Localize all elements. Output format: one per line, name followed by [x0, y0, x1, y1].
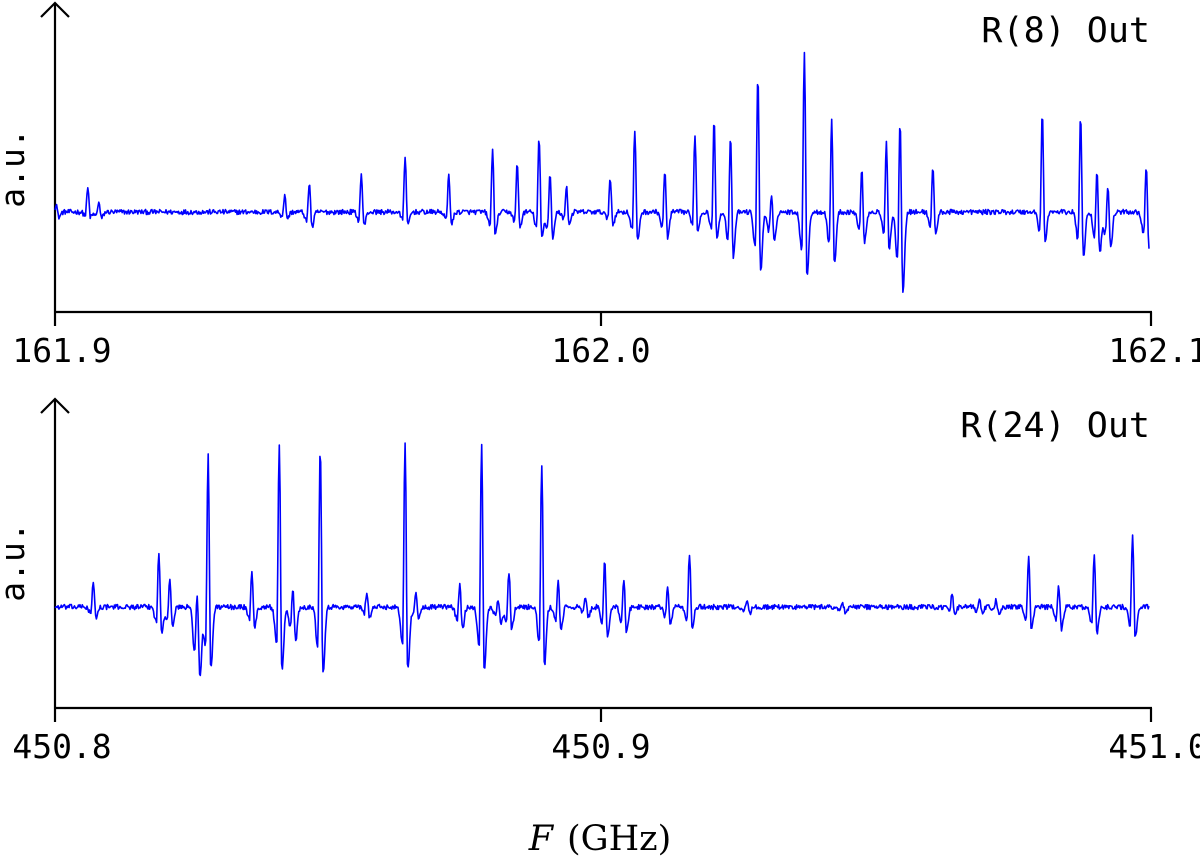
x-tick-label-bottom-0: 450.8 — [12, 727, 111, 766]
x-tick-label-top-2: 162.1 — [1108, 331, 1200, 370]
x-tick-label-top-1: 162.0 — [551, 331, 650, 370]
x-axis-label-unit: (GHz) — [567, 819, 671, 859]
spectrum-trace-r24 — [54, 442, 1150, 677]
x-axis-label-variable: F — [528, 819, 555, 859]
panel-title-bottom: R(24) Out — [960, 406, 1150, 446]
x-axis-label: F (GHz) — [528, 819, 672, 859]
y-axis-label-top: a.u. — [0, 128, 32, 207]
y-axis-label-bottom: a.u. — [0, 522, 32, 601]
x-tick-label-bottom-2: 451.0 — [1108, 727, 1200, 766]
x-tick-label-bottom-1: 450.9 — [551, 727, 650, 766]
panel-r8: 161.9 162.0 162.1 a.u. R(8) Out — [0, 1, 1200, 370]
spectrum-trace-r8 — [54, 51, 1150, 294]
x-tick-label-top-0: 161.9 — [12, 331, 111, 370]
panel-title-top: R(8) Out — [981, 11, 1150, 51]
panel-r24: 450.8 450.9 451.0 a.u. R(24) Out — [0, 397, 1200, 766]
